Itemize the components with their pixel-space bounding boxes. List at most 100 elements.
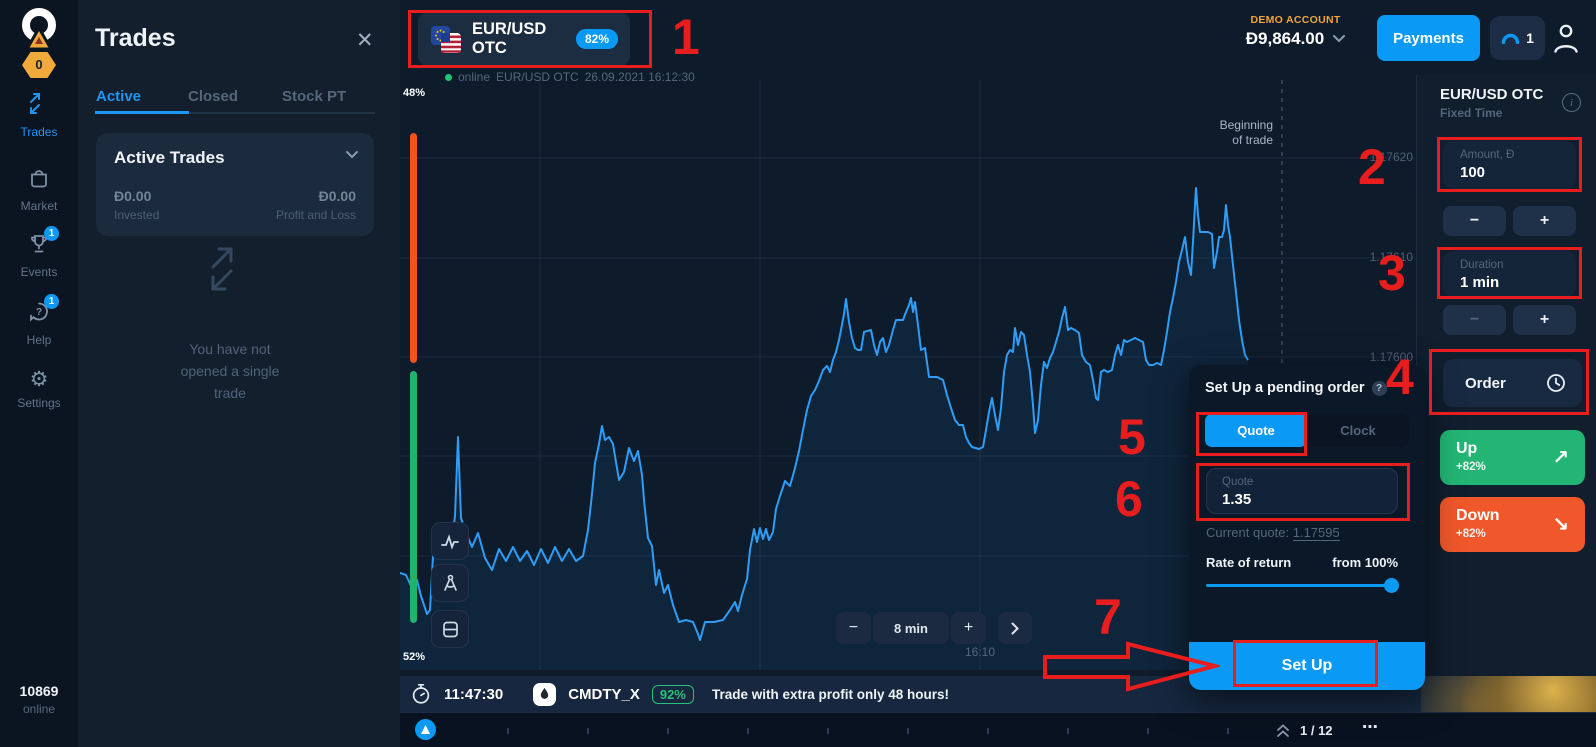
amount-field[interactable]: Amount, Đ 100 bbox=[1443, 141, 1576, 189]
asset-chip-icon[interactable] bbox=[533, 682, 557, 706]
asset-name: EUR/USD OTC bbox=[472, 20, 547, 57]
nav-start-icon[interactable] bbox=[415, 719, 436, 740]
sidebar-item-market[interactable]: Market bbox=[0, 166, 78, 213]
popup-title: Set Up a pending order bbox=[1205, 380, 1365, 396]
annotation-number-7: 7 bbox=[1094, 589, 1122, 645]
timeframe-minus-button[interactable]: − bbox=[836, 612, 871, 644]
stories-nav-bar: 1 / 12 ⋯ bbox=[400, 712, 1596, 747]
page-indicator: 1 / 12 bbox=[1300, 723, 1333, 738]
payments-button[interactable]: Payments bbox=[1377, 15, 1480, 61]
promo-payout-badge: 92% bbox=[651, 684, 694, 704]
rate-min-label: from 100% bbox=[1332, 555, 1398, 570]
sentiment-up-label: 48% bbox=[403, 87, 426, 99]
annotation-arrow bbox=[1043, 641, 1220, 692]
events-badge: 1 bbox=[44, 226, 59, 241]
person-icon bbox=[1554, 24, 1578, 53]
popup-tab-group: Quote Clock bbox=[1205, 414, 1409, 447]
pl-value: Đ0.00 bbox=[318, 188, 356, 204]
amount-increase-button[interactable]: + bbox=[1513, 206, 1576, 236]
logo-counter-badge[interactable]: 0 bbox=[22, 52, 56, 78]
slider-handle[interactable] bbox=[1384, 578, 1399, 593]
more-options-icon[interactable]: ⋯ bbox=[1362, 719, 1379, 736]
timeframe-plus-button[interactable]: + bbox=[951, 612, 986, 644]
chart-layout-button[interactable] bbox=[431, 610, 469, 648]
sidebar-item-events[interactable]: 1 Events bbox=[20, 226, 59, 279]
indicators-button[interactable] bbox=[431, 522, 469, 560]
pl-label: Profit and Loss bbox=[275, 208, 356, 222]
compass-icon bbox=[443, 574, 457, 591]
collapse-icon[interactable] bbox=[1276, 723, 1290, 738]
events-trophy-icon: 1 bbox=[27, 226, 59, 256]
annotation-number-2: 2 bbox=[1358, 139, 1386, 195]
duration-field[interactable]: Duration 1 min bbox=[1443, 251, 1576, 297]
tab-clock[interactable]: Clock bbox=[1340, 423, 1376, 438]
tab-active[interactable]: Active bbox=[96, 88, 142, 105]
amount-decrease-button[interactable]: − bbox=[1443, 206, 1506, 236]
no-trades-icon bbox=[205, 246, 255, 292]
asset-status-line: online EUR/USD OTC 26.09.2021 16:12:30 bbox=[445, 70, 695, 84]
gear-icon: ⚙ bbox=[29, 368, 49, 391]
annotation-number-6: 6 bbox=[1115, 471, 1143, 527]
price-tick-3: 1.17600 bbox=[1369, 350, 1413, 364]
status-online: online bbox=[458, 70, 491, 84]
sidebar: 0 Trades Market bbox=[0, 0, 78, 747]
timeframe-value[interactable]: 8 min bbox=[873, 612, 949, 644]
status-datetime: 26.09.2021 16:12:30 bbox=[584, 70, 695, 84]
asset-selector[interactable]: EUR/USD OTC 82% bbox=[418, 12, 630, 66]
tab-quote[interactable]: Quote bbox=[1205, 414, 1307, 447]
active-trades-card: Active Trades Đ0.00 Invested Đ0.00 Profi… bbox=[96, 133, 374, 236]
account-balance: Đ9,864.00 bbox=[1245, 29, 1325, 48]
up-button[interactable]: Up +82% ↗ bbox=[1440, 430, 1585, 485]
tab-stock-pt[interactable]: Stock PT bbox=[282, 88, 347, 105]
sidebar-item-settings[interactable]: ⚙ Settings bbox=[17, 368, 61, 410]
panel-asset-name: EUR/USD OTC bbox=[1440, 86, 1544, 103]
duration-decrease-button[interactable]: − bbox=[1443, 305, 1506, 335]
trades-panel: Trades ✕ Active Closed Stock PT Active T… bbox=[78, 0, 400, 747]
order-button[interactable]: Order bbox=[1443, 359, 1582, 407]
arrow-up-right-icon: ↗ bbox=[1552, 447, 1569, 469]
panel-mode: Fixed Time bbox=[1440, 106, 1503, 120]
price-line bbox=[400, 187, 1249, 641]
info-icon[interactable]: i bbox=[1562, 93, 1581, 112]
help-circle-icon[interactable]: ? bbox=[1371, 380, 1387, 396]
promo-asset-name[interactable]: CMDTY_X bbox=[568, 685, 640, 703]
price-chart[interactable] bbox=[400, 80, 1415, 670]
drawing-tools-button[interactable] bbox=[431, 564, 469, 602]
countdown-timer: 11:47:30 bbox=[444, 685, 504, 703]
duration-increase-button[interactable]: + bbox=[1513, 305, 1576, 335]
rate-of-return-label: Rate of return bbox=[1206, 555, 1292, 570]
chevron-down-icon[interactable] bbox=[346, 151, 358, 159]
close-icon[interactable]: ✕ bbox=[356, 29, 374, 52]
account-type: DEMO ACCOUNT bbox=[1250, 14, 1341, 26]
down-button[interactable]: Down +82% ↘ bbox=[1440, 497, 1585, 552]
sentiment-down-label: 52% bbox=[403, 651, 426, 663]
rate-slider[interactable] bbox=[1206, 578, 1399, 593]
chevron-down-icon bbox=[1333, 35, 1346, 43]
level-icon bbox=[1501, 33, 1520, 44]
account-switcher[interactable]: DEMO ACCOUNT Đ9,864.00 bbox=[1228, 14, 1363, 49]
sidebar-item-trades[interactable]: Trades bbox=[0, 92, 78, 139]
online-counter: 10869 online bbox=[19, 683, 59, 716]
indicator-icon bbox=[441, 534, 459, 550]
bitcoin-promo-image bbox=[1421, 676, 1596, 712]
invested-label: Invested bbox=[114, 208, 160, 222]
help-icon: ? 1 bbox=[27, 294, 59, 324]
annotation-number-1: 1 bbox=[672, 9, 700, 65]
market-icon bbox=[27, 166, 51, 190]
quote-input[interactable]: Quote 1.35 bbox=[1206, 468, 1398, 514]
beginning-of-trade-label: Beginning of trade bbox=[1219, 118, 1273, 147]
sidebar-item-help[interactable]: ? 1 Help bbox=[0, 294, 78, 347]
profile-level-pill[interactable]: 1 bbox=[1490, 16, 1545, 60]
eur-usd-flags-icon bbox=[430, 24, 462, 54]
set-up-button[interactable]: Set Up bbox=[1189, 642, 1425, 690]
panel-title: Trades bbox=[95, 24, 176, 52]
annotation-number-4: 4 bbox=[1386, 349, 1414, 405]
app-logo-icon[interactable] bbox=[17, 6, 61, 52]
current-quote-link[interactable]: 1.17595 bbox=[1292, 525, 1340, 541]
empty-state-text: You have not opened a single trade bbox=[180, 341, 280, 401]
profile-button[interactable] bbox=[1552, 22, 1580, 54]
tab-closed[interactable]: Closed bbox=[188, 88, 239, 105]
jump-to-live-button[interactable] bbox=[998, 612, 1032, 644]
profile-count: 1 bbox=[1526, 30, 1534, 46]
